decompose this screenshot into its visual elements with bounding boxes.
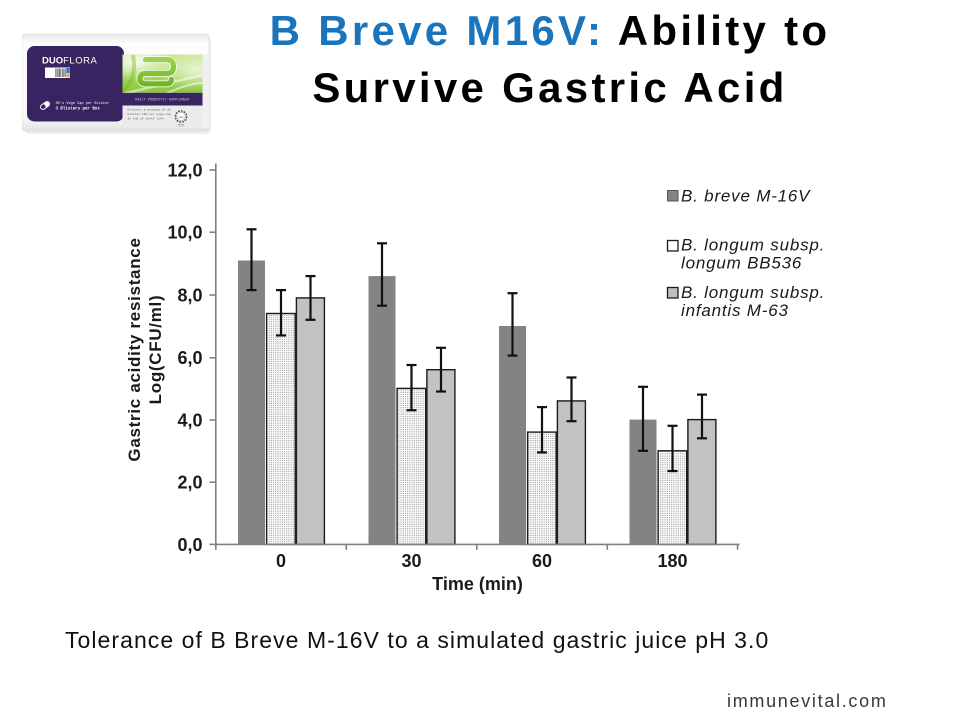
svg-text:DAILY PROBIOTIC SUPPLEMENT: DAILY PROBIOTIC SUPPLEMENT xyxy=(135,99,190,103)
svg-text:infantis M-63: infantis M-63 xyxy=(681,301,789,320)
svg-text:Delivers a minimum of 10: Delivers a minimum of 10 xyxy=(128,107,171,111)
svg-text:B. breve M-16V: B. breve M-16V xyxy=(681,186,811,205)
svg-text:60: 60 xyxy=(532,551,552,571)
svg-text:6,0: 6,0 xyxy=(177,348,202,368)
svg-text:0,0: 0,0 xyxy=(177,535,202,555)
svg-text:3 Blisters per Box: 3 Blisters per Box xyxy=(56,107,101,112)
svg-text:12,0: 12,0 xyxy=(167,160,202,180)
svg-text:longum BB536: longum BB536 xyxy=(681,254,802,273)
svg-text:Gastric acidity resistance: Gastric acidity resistance xyxy=(125,237,144,461)
svg-text:Time (min): Time (min) xyxy=(432,574,523,594)
svg-text:at end of shelf life: at end of shelf life xyxy=(128,116,164,120)
svg-text:30's Vege Cap per Blister: 30's Vege Cap per Blister xyxy=(56,101,110,106)
svg-text:Log(CFU/ml): Log(CFU/ml) xyxy=(146,295,165,405)
svg-text:30: 30 xyxy=(401,551,421,571)
svg-text:180: 180 xyxy=(657,551,687,571)
svg-text:0: 0 xyxy=(276,551,286,571)
svg-text:حلال: حلال xyxy=(178,115,184,119)
svg-text:8,0: 8,0 xyxy=(177,285,202,305)
svg-text:B. longum subsp.: B. longum subsp. xyxy=(681,235,825,254)
svg-text:DUOFLORA: DUOFLORA xyxy=(42,56,97,67)
svg-text:2,0: 2,0 xyxy=(177,473,202,493)
svg-text:B. longum subsp.: B. longum subsp. xyxy=(681,283,825,302)
svg-text:billion CFU per vege cap: billion CFU per vege cap xyxy=(128,112,171,116)
svg-text:4,0: 4,0 xyxy=(177,410,202,430)
svg-text:10,0: 10,0 xyxy=(167,223,202,243)
